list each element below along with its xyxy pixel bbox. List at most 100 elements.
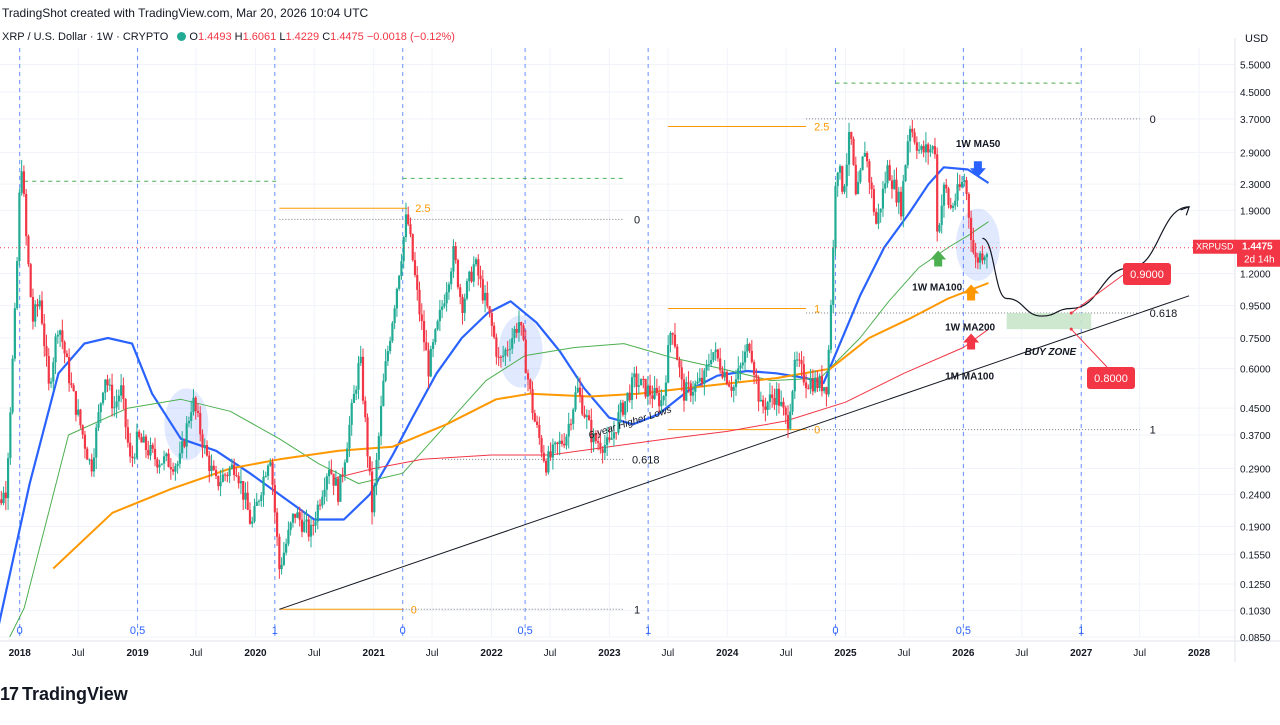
candle-body (604, 445, 606, 453)
time-tick-label: 2026 (952, 648, 975, 659)
market-status-icon (177, 32, 186, 41)
candle-body (577, 388, 579, 393)
candle-body (276, 512, 278, 536)
candle-body (550, 451, 552, 457)
candle-body (841, 166, 843, 192)
fib-level-label: 0 (1150, 114, 1156, 126)
candle-body (658, 393, 660, 406)
candle-body (649, 386, 651, 396)
candle-body (629, 393, 631, 400)
candle-body (511, 338, 513, 349)
fib-level-label: 0 (814, 425, 820, 437)
symbol-name[interactable]: XRP / U.S. Dollar · 1W · CRYPTO (2, 31, 168, 43)
time-tick-label: 2018 (9, 648, 32, 659)
candle-body (758, 378, 760, 402)
candle-body (477, 259, 479, 275)
candle-body (7, 458, 9, 498)
candle-body (79, 410, 81, 426)
fib-level-label: 0 (634, 214, 640, 226)
candle-body (106, 379, 108, 385)
candle-body (14, 308, 16, 358)
candle-body (599, 443, 601, 450)
candle-body (640, 379, 642, 385)
candle-body (495, 337, 497, 356)
candle-body (265, 476, 267, 477)
ma-line-1w-ma100 (10, 222, 989, 637)
candle-body (226, 475, 228, 476)
candle-body (800, 360, 802, 364)
candle-body (323, 490, 325, 497)
candle-body (174, 466, 176, 472)
candle-body (884, 183, 886, 188)
candle-body (886, 165, 888, 183)
candle-body (717, 350, 719, 359)
candle-body (342, 475, 344, 476)
currency-label[interactable]: USD (1245, 33, 1268, 45)
ma-arrow-icon (963, 333, 979, 349)
candle-body (366, 417, 368, 456)
candle-body (859, 170, 861, 182)
fib-level-label: 0 (411, 604, 417, 616)
candle-body (760, 400, 762, 402)
candle-body (721, 370, 723, 377)
candle-body (975, 253, 977, 258)
candle-body (396, 289, 398, 309)
time-tick-label: Jul (72, 648, 85, 659)
candle-body (400, 261, 402, 276)
candle-body (129, 443, 131, 457)
candle-body (285, 544, 287, 553)
candle-body (375, 460, 377, 485)
candle-body (84, 435, 86, 449)
candle-body (663, 396, 665, 400)
candle-body (864, 153, 866, 157)
candle-body (425, 342, 427, 350)
candle-body (224, 475, 226, 476)
time-tick-label: 2025 (834, 648, 857, 659)
candle-body (267, 466, 269, 476)
candle-body (145, 437, 147, 450)
candle-body (529, 379, 531, 389)
candle-body (448, 284, 450, 292)
candle-body (27, 236, 29, 264)
candle-body (513, 329, 515, 338)
candle-body (839, 166, 841, 172)
time-tick-label: Jul (898, 648, 911, 659)
candle-body (904, 165, 906, 181)
candle-body (283, 553, 285, 565)
candle-body (416, 275, 418, 290)
price-tag-countdown: 2d 14h (1244, 255, 1275, 266)
candle-body (572, 410, 574, 424)
candle-body (407, 214, 409, 224)
candle-body (963, 180, 965, 182)
candle-body (32, 297, 34, 322)
candle-body (104, 379, 106, 392)
candle-body (100, 403, 102, 412)
fib-time-label: 1 (272, 625, 278, 637)
candle-body (803, 364, 805, 382)
candle-body (167, 454, 169, 467)
candle-body (48, 356, 50, 384)
candle-body (923, 146, 925, 152)
fib-level-label: 0.618 (1150, 308, 1178, 320)
candle-body (656, 388, 658, 393)
candle-body (362, 357, 364, 401)
time-tick-label: Jul (1133, 648, 1146, 659)
time-tick-label: 2027 (1070, 648, 1093, 659)
candle-body (59, 330, 61, 334)
candle-body (244, 493, 246, 500)
candle-body (570, 424, 572, 425)
candle-body (934, 146, 936, 154)
candle-body (423, 321, 425, 342)
candle-body (672, 333, 674, 335)
candle-body (798, 360, 800, 361)
candle-body (667, 345, 669, 383)
candle-body (41, 300, 43, 323)
candle-body (299, 512, 301, 519)
trendline-label: 6-year Higher Lows (587, 404, 673, 441)
fib-time-label: 0 (400, 625, 406, 637)
candle-body (843, 186, 845, 192)
candle-body (403, 237, 405, 261)
